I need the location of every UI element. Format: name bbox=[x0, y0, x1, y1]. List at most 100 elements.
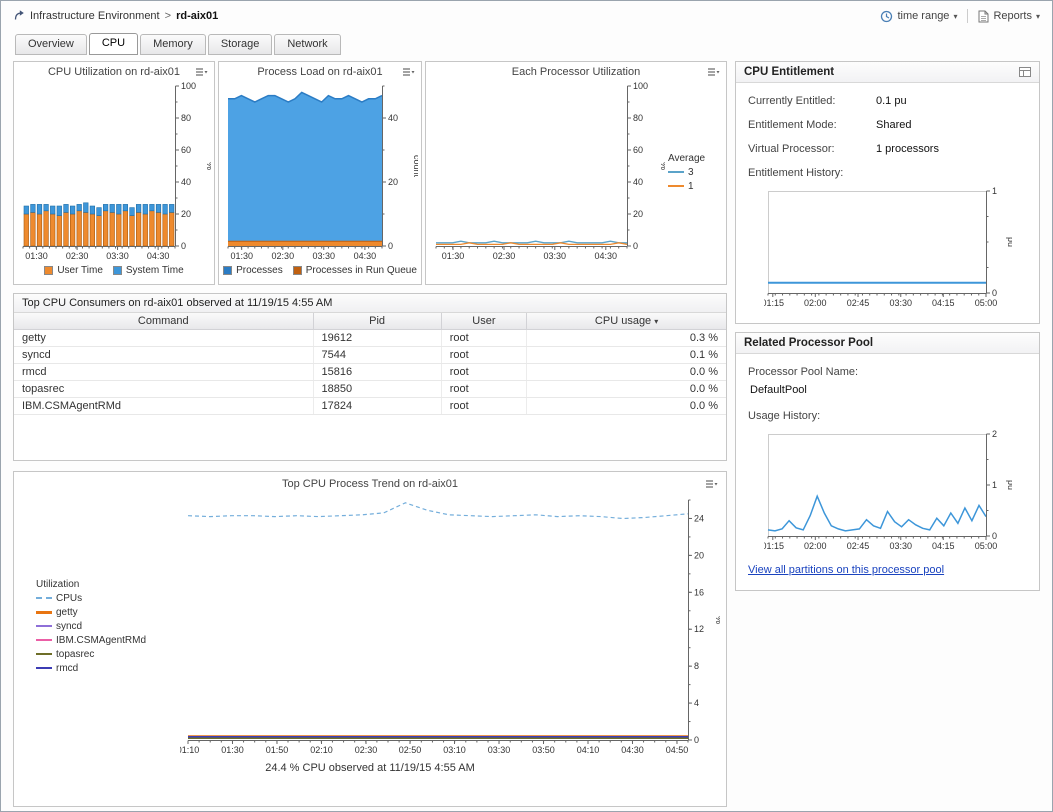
tab-network[interactable]: Network bbox=[274, 34, 341, 55]
svg-text:01:30: 01:30 bbox=[230, 251, 253, 261]
svg-text:100: 100 bbox=[181, 81, 196, 91]
chart-options-icon[interactable] bbox=[402, 67, 415, 78]
chart-options-icon[interactable] bbox=[705, 479, 718, 490]
table-row[interactable]: rmcd 15816 root 0.0 % bbox=[14, 363, 726, 381]
legend-label: 1 bbox=[688, 180, 694, 192]
svg-text:60: 60 bbox=[633, 145, 643, 155]
svg-text:4: 4 bbox=[694, 698, 699, 708]
tab-cpu[interactable]: CPU bbox=[88, 33, 139, 55]
cell-user: root bbox=[441, 380, 528, 398]
svg-text:01:50: 01:50 bbox=[266, 745, 289, 755]
svg-text:01:30: 01:30 bbox=[441, 251, 464, 261]
legend-item: rmcd bbox=[36, 663, 178, 674]
reports-icon bbox=[978, 10, 989, 23]
svg-text:24: 24 bbox=[694, 513, 704, 523]
cell-cpu-usage: 0.0 % bbox=[526, 363, 726, 381]
svg-text:02:00: 02:00 bbox=[804, 541, 827, 551]
svg-text:0: 0 bbox=[992, 288, 997, 298]
svg-text:0: 0 bbox=[388, 241, 393, 251]
cell-cpu-usage: 0.0 % bbox=[526, 380, 726, 398]
svg-text:%: % bbox=[659, 162, 665, 170]
legend-swatch bbox=[223, 266, 233, 275]
column-header-cpu-usage[interactable]: CPU usage ▾ bbox=[526, 313, 726, 330]
chart-options-icon[interactable] bbox=[195, 67, 208, 78]
pool-name-label: Processor Pool Name: bbox=[748, 366, 859, 378]
svg-text:01:15: 01:15 bbox=[764, 541, 784, 551]
svg-text:1: 1 bbox=[992, 480, 997, 490]
svg-text:05:00: 05:00 bbox=[974, 298, 997, 308]
table-row[interactable]: syncd 7544 root 0.1 % bbox=[14, 346, 726, 364]
chart-title: CPU Utilization on rd-aix01 bbox=[47, 66, 181, 78]
legend-item: CPUs bbox=[36, 593, 178, 604]
chart-options-icon[interactable] bbox=[707, 67, 720, 78]
tab-memory[interactable]: Memory bbox=[140, 34, 206, 55]
cell-command: getty bbox=[14, 329, 314, 347]
each-processor-legend: Average 3 1 bbox=[666, 153, 724, 192]
table-row[interactable]: topasrec 18850 root 0.0 % bbox=[14, 380, 726, 398]
cell-command: rmcd bbox=[14, 363, 314, 381]
chart-title: Process Load on rd-aix01 bbox=[257, 66, 383, 78]
reports-control[interactable]: Reports ▾ bbox=[978, 10, 1040, 23]
table-row[interactable]: getty 19612 root 0.3 % bbox=[14, 329, 726, 347]
tab-overview[interactable]: Overview bbox=[15, 34, 87, 55]
svg-text:04:30: 04:30 bbox=[594, 251, 617, 261]
legend-item: syncd bbox=[36, 621, 178, 632]
right-column: CPU Entitlement Currently Entitled: 0.1 … bbox=[735, 61, 1040, 807]
svg-text:03:30: 03:30 bbox=[889, 541, 912, 551]
time-range-label: time range bbox=[897, 10, 950, 22]
tab-bar: Overview CPU Memory Storage Network bbox=[1, 31, 1052, 55]
svg-text:03:30: 03:30 bbox=[106, 251, 129, 261]
cell-cpu-usage: 0.3 % bbox=[526, 329, 726, 347]
legend-swatch bbox=[36, 667, 52, 669]
usage-history-chart: 0 1 2 01:15 02:00 02:45 03:30 04:15 05:00 pu bbox=[764, 430, 1012, 551]
time-range-control[interactable]: time range ▾ bbox=[880, 10, 957, 23]
column-header-user[interactable]: User bbox=[440, 313, 528, 330]
column-header-pid[interactable]: Pid bbox=[312, 313, 442, 330]
field-value: 1 processors bbox=[876, 143, 939, 155]
svg-text:01:15: 01:15 bbox=[764, 298, 784, 308]
legend-swatch bbox=[36, 653, 52, 655]
field-label: Entitlement Mode: bbox=[748, 119, 837, 131]
main-content: CPU Utilization on rd-aix01 0 20 40 60 80 100… bbox=[1, 55, 1052, 807]
cell-command: syncd bbox=[14, 346, 314, 364]
svg-text:80: 80 bbox=[633, 113, 643, 123]
svg-text:16: 16 bbox=[694, 587, 704, 597]
breadcrumb-root[interactable]: Infrastructure Environment bbox=[30, 10, 160, 22]
svg-text:12: 12 bbox=[694, 624, 704, 634]
legend-label: User Time bbox=[57, 265, 103, 276]
svg-text:03:30: 03:30 bbox=[313, 251, 336, 261]
cpu-utilization-legend: User Time System Time bbox=[16, 265, 212, 276]
table-row[interactable]: IBM.CSMAgentRMd 17824 root 0.0 % bbox=[14, 397, 726, 415]
svg-text:%: % bbox=[205, 162, 211, 170]
panel-options-icon[interactable] bbox=[1019, 67, 1031, 77]
svg-text:20: 20 bbox=[388, 177, 398, 187]
each-processor-panel: Each Processor Utilization 0 20 40 60 80 100 0… bbox=[425, 61, 727, 285]
svg-text:02:50: 02:50 bbox=[399, 745, 422, 755]
view-partitions-link[interactable]: View all partitions on this processor po… bbox=[748, 564, 945, 576]
tab-storage[interactable]: Storage bbox=[207, 34, 273, 55]
svg-text:03:50: 03:50 bbox=[532, 745, 555, 755]
legend-item: IBM.CSMAgentRMd bbox=[36, 635, 178, 646]
legend-item: getty bbox=[36, 607, 178, 618]
cell-cpu-usage: 0.0 % bbox=[526, 397, 726, 415]
legend-label: getty bbox=[56, 606, 78, 618]
legend-swatch bbox=[36, 625, 52, 627]
cell-user: root bbox=[441, 346, 528, 364]
svg-text:04:30: 04:30 bbox=[621, 745, 644, 755]
breadcrumb-current: rd-aix01 bbox=[176, 10, 219, 22]
cpu-entitlement-panel: CPU Entitlement Currently Entitled: 0.1 … bbox=[735, 61, 1040, 324]
svg-text:02:10: 02:10 bbox=[310, 745, 333, 755]
left-column: CPU Utilization on rd-aix01 0 20 40 60 80 100… bbox=[13, 61, 727, 807]
cell-command: IBM.CSMAgentRMd bbox=[14, 397, 314, 415]
svg-text:04:30: 04:30 bbox=[147, 251, 170, 261]
svg-text:40: 40 bbox=[633, 177, 643, 187]
legend-title: Average bbox=[668, 152, 706, 164]
divider bbox=[967, 9, 969, 23]
each-processor-chart: 0 20 40 60 80 100 01:30 02:30 03:30 04:30% bbox=[435, 81, 665, 261]
column-header-command[interactable]: Command bbox=[14, 313, 314, 330]
svg-text:40: 40 bbox=[388, 113, 398, 123]
chart-title: Top CPU Process Trend on rd-aix01 bbox=[281, 478, 459, 490]
svg-text:03:30: 03:30 bbox=[543, 251, 566, 261]
svg-text:20: 20 bbox=[694, 550, 704, 560]
